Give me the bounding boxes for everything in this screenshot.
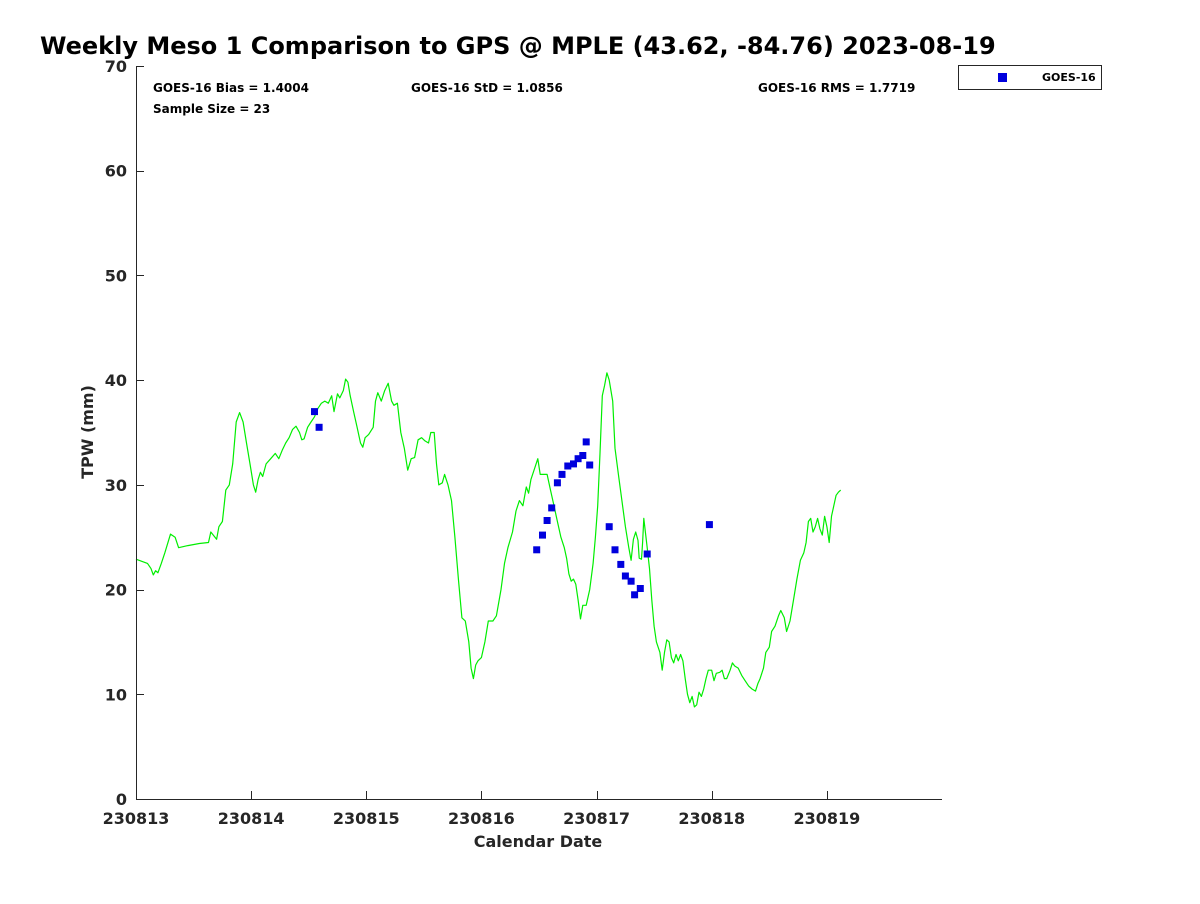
x-axis-ticks: 230813 230814 230815 230816 230817 230818 2308… bbox=[103, 791, 860, 828]
y-tick-label: 70 bbox=[105, 57, 127, 76]
y-tick-label: 10 bbox=[105, 685, 127, 704]
x-tick-label: 230816 bbox=[448, 809, 515, 828]
goes16-point bbox=[548, 504, 556, 512]
rms-stat: GOES-16 RMS = 1.7719 bbox=[758, 81, 915, 95]
legend-marker bbox=[998, 73, 1007, 82]
y-tick-label: 20 bbox=[105, 581, 127, 600]
x-tick-label: 230815 bbox=[333, 809, 400, 828]
y-tick-label: 40 bbox=[105, 371, 127, 390]
y-tick-label: 30 bbox=[105, 476, 127, 495]
legend-label: GOES-16 bbox=[1042, 71, 1096, 84]
x-axis-label: Calendar Date bbox=[474, 832, 603, 851]
legend: GOES-16 bbox=[958, 65, 1102, 90]
series-layer bbox=[135, 372, 842, 708]
sample-size-stat: Sample Size = 23 bbox=[153, 102, 270, 116]
goes16-point bbox=[579, 452, 587, 459]
std-stat: GOES-16 StD = 1.0856 bbox=[411, 81, 563, 95]
y-axis-label: TPW (mm) bbox=[78, 385, 97, 479]
y-tick-label: 50 bbox=[105, 266, 127, 285]
goes16-point bbox=[627, 577, 635, 585]
legend-box bbox=[958, 65, 1102, 90]
goes16-point bbox=[533, 546, 541, 554]
x-tick-label: 230814 bbox=[218, 809, 285, 828]
goes16-point bbox=[574, 455, 582, 463]
goes16-point bbox=[617, 560, 625, 568]
x-tick-label: 230819 bbox=[793, 809, 860, 828]
y-axis-ticks: 0 10 20 30 40 50 60 70 bbox=[105, 57, 144, 809]
goes16-point bbox=[558, 470, 566, 478]
goes16-point bbox=[315, 423, 323, 431]
goes16-point bbox=[543, 517, 551, 524]
chart-title: Weekly Meso 1 Comparison to GPS @ MPLE (… bbox=[40, 32, 996, 60]
plot-area bbox=[136, 66, 942, 799]
y-tick-label: 60 bbox=[105, 162, 127, 181]
bias-stat: GOES-16 Bias = 1.4004 bbox=[153, 81, 309, 95]
x-tick-label: 230817 bbox=[563, 809, 630, 828]
x-tick-label: 230813 bbox=[103, 809, 170, 828]
goes16-point bbox=[564, 462, 572, 470]
goes16-point bbox=[643, 550, 651, 558]
goes16-point bbox=[539, 531, 546, 539]
goes16-point bbox=[611, 546, 619, 554]
y-tick-label: 0 bbox=[116, 790, 127, 809]
goes16-point bbox=[621, 572, 629, 580]
goes16-point bbox=[553, 479, 561, 487]
x-tick-label: 230818 bbox=[678, 809, 745, 828]
goes16-point bbox=[582, 438, 590, 446]
goes16-point bbox=[311, 408, 318, 416]
goes16-point bbox=[636, 585, 644, 592]
goes16-point bbox=[586, 461, 594, 469]
goes16-point bbox=[705, 521, 713, 529]
goes16-point bbox=[570, 460, 577, 468]
gps-series-line bbox=[135, 372, 842, 708]
goes16-point bbox=[605, 523, 613, 531]
goes16-point bbox=[631, 591, 639, 599]
